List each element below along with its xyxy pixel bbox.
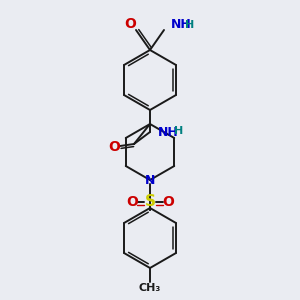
Text: O: O bbox=[124, 17, 136, 31]
Text: N: N bbox=[145, 173, 155, 187]
Text: O: O bbox=[126, 195, 138, 209]
Text: NH: NH bbox=[171, 17, 192, 31]
Text: NH: NH bbox=[158, 125, 179, 139]
Text: O: O bbox=[162, 195, 174, 209]
Text: H: H bbox=[174, 126, 183, 136]
Text: O: O bbox=[108, 140, 120, 154]
Text: S: S bbox=[145, 194, 155, 209]
Text: CH₃: CH₃ bbox=[139, 283, 161, 293]
Text: H: H bbox=[185, 20, 194, 30]
